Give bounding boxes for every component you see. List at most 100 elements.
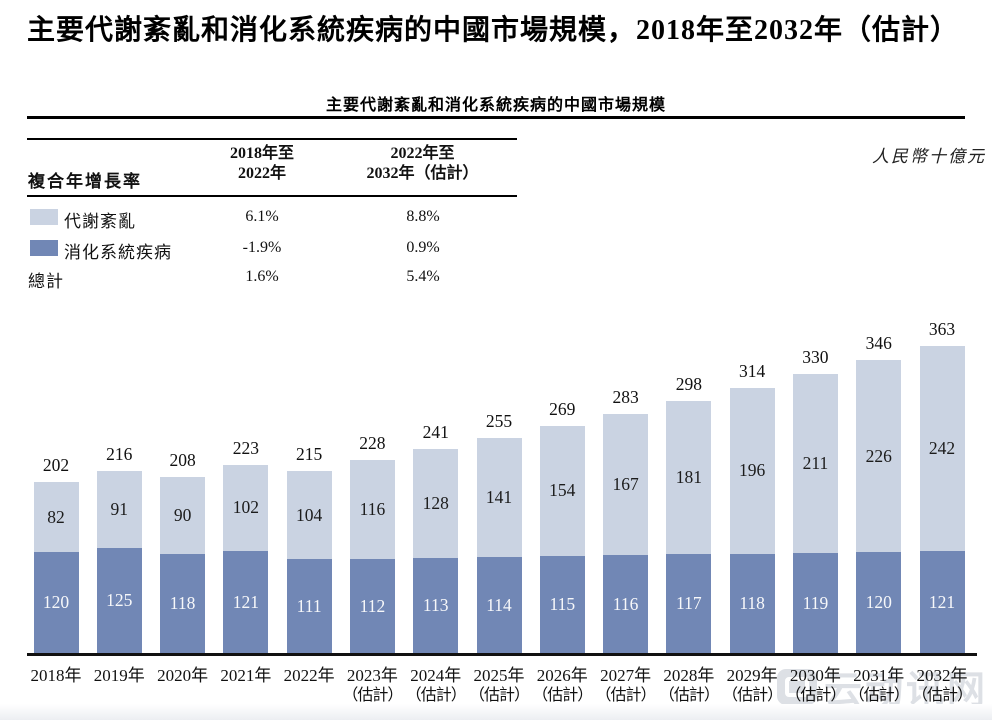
segment-value: 90: [173, 504, 192, 525]
segment-metabolic: 242: [919, 346, 965, 552]
bar-column: 346 226 120 2031年 （估計）: [849, 333, 910, 703]
bar-column: 215 104 111 2022年: [284, 444, 335, 683]
page-title: 主要代謝紊亂和消化系統疾病的中國市場規模，2018年至2032年（估計）: [27, 15, 960, 46]
x-axis-label: 2032年 （估計）: [898, 667, 987, 704]
segment-value: 125: [106, 590, 133, 611]
segment-value: 104: [296, 504, 323, 525]
bar-column: 228 116 112 2023年 （估計）: [342, 433, 403, 703]
x-axis-label: 2031年 （估計）: [834, 667, 923, 704]
bar-total-label: 346: [865, 333, 892, 354]
bar-total-label: 228: [359, 433, 386, 454]
segment-metabolic: 116: [349, 460, 395, 559]
segment-value: 211: [802, 452, 829, 473]
bar-column: 208 90 118 2020年: [157, 450, 208, 683]
bar-total-label: 269: [549, 398, 576, 419]
table-rule-top: [27, 138, 517, 140]
x-axis-label: 2020年: [157, 665, 209, 685]
segment-digestive: 119: [792, 552, 838, 654]
segment-value: 116: [612, 593, 639, 614]
segment-digestive: 120: [33, 551, 79, 654]
segment-metabolic: 141: [476, 437, 522, 557]
legend-swatch-digestive: [30, 240, 58, 256]
segment-value: 91: [110, 498, 129, 519]
bar-column: 202 82 120 2018年: [31, 455, 82, 683]
segment-value: 119: [802, 592, 829, 613]
segment-metabolic: 167: [603, 413, 649, 556]
bar-total-label: 283: [612, 386, 639, 407]
x-axis-label: 2029年 （估計）: [708, 667, 797, 704]
x-axis-label: 2026年 （估計）: [518, 667, 607, 704]
segment-value: 117: [676, 593, 702, 614]
segment-metabolic: 226: [856, 360, 902, 552]
x-axis-label: 2021年: [220, 665, 272, 685]
row-value: 8.8%: [406, 208, 440, 225]
bar-column: 363 242 121 2032年 （估計）: [912, 319, 973, 703]
bar-column: 216 91 125 2019年: [94, 444, 145, 684]
x-axis-estimate-label: （估計）: [468, 686, 530, 704]
table-col-header-2022-2032: 2022年至 2032年（估計）: [330, 144, 515, 184]
x-axis-estimate-label: （估計）: [722, 686, 783, 704]
unit-label: 人民幣十億元: [872, 147, 986, 166]
table-header-label: 複合年增長率: [28, 172, 142, 191]
segment-value: 154: [549, 480, 576, 501]
x-axis-label: 2025年 （估計）: [455, 667, 544, 704]
segment-digestive: 118: [729, 553, 775, 654]
x-axis-estimate-label: （估計）: [595, 686, 657, 704]
x-axis-label: 2028年 （估計）: [644, 667, 733, 704]
segment-metabolic: 181: [666, 401, 712, 555]
col-header-line2: 2022年: [237, 165, 286, 182]
bar-column: 283 167 116 2027年 （估計）: [596, 387, 657, 704]
col-header-line1: 2018年至: [229, 145, 294, 162]
segment-value: 112: [359, 595, 386, 616]
bar-column: 330 211 119 2030年 （估計）: [785, 347, 846, 704]
segment-value: 102: [232, 497, 259, 518]
table-row: 消化系統疾病 -1.9% 0.9%: [0, 238, 560, 262]
segment-digestive: 121: [223, 551, 269, 654]
table-row: 代謝紊亂 6.1% 8.8%: [0, 207, 560, 231]
bar-column: 269 154 115 2026年 （估計）: [532, 399, 593, 704]
bar-total-label: 223: [232, 437, 259, 458]
segment-value: 226: [865, 445, 892, 466]
segment-digestive: 114: [476, 556, 522, 654]
segment-value: 120: [42, 592, 70, 613]
x-axis-estimate-label: （估計）: [785, 686, 846, 704]
segment-value: 141: [485, 486, 513, 507]
chart-subtitle: 主要代謝紊亂和消化系統疾病的中國市場規模: [325, 97, 666, 114]
segment-digestive: 116: [603, 555, 649, 654]
legend-swatch-metabolic: [30, 209, 58, 225]
segment-metabolic: 211: [792, 374, 838, 553]
segment-value: 167: [612, 474, 639, 495]
segment-value: 121: [928, 591, 956, 612]
bar-total-label: 202: [42, 455, 70, 476]
x-axis-estimate-label: （估計）: [658, 686, 720, 704]
table-row-total: 總計 1.6% 5.4%: [0, 267, 560, 291]
segment-value: 120: [865, 592, 892, 613]
row-value: 6.1%: [245, 208, 279, 225]
segment-value: 242: [928, 438, 956, 459]
x-axis-estimate-label: （估計）: [532, 686, 593, 704]
x-axis-label: 2027年 （估計）: [581, 667, 670, 704]
row-value: 0.9%: [406, 239, 440, 256]
segment-value: 114: [486, 594, 512, 615]
bar-total-label: 208: [169, 450, 196, 471]
watermark-logo-icon: [776, 668, 817, 705]
x-axis-estimate-label: （估計）: [342, 686, 403, 704]
x-axis-label: 2022年: [283, 665, 335, 685]
segment-digestive: 121: [919, 551, 965, 654]
table-col-header-2018-2022: 2018年至 2022年: [187, 144, 337, 184]
bar-total-label: 330: [802, 347, 829, 367]
segment-metabolic: 102: [223, 464, 269, 552]
x-axis-estimate-label: （估計）: [848, 686, 910, 704]
bar-column: 241 128 113 2024年 （估計）: [406, 422, 467, 703]
segment-value: 196: [739, 460, 766, 481]
segment-digestive: 115: [539, 556, 585, 654]
segment-metabolic: 128: [413, 449, 459, 558]
row-value: -1.9%: [242, 239, 282, 256]
segment-digestive: 125: [96, 547, 142, 654]
bar-total-label: 363: [928, 319, 956, 340]
x-axis-label: 2024年 （估計）: [391, 667, 480, 704]
x-axis-estimate-label: （估計）: [911, 686, 973, 704]
segment-value: 118: [169, 593, 196, 614]
